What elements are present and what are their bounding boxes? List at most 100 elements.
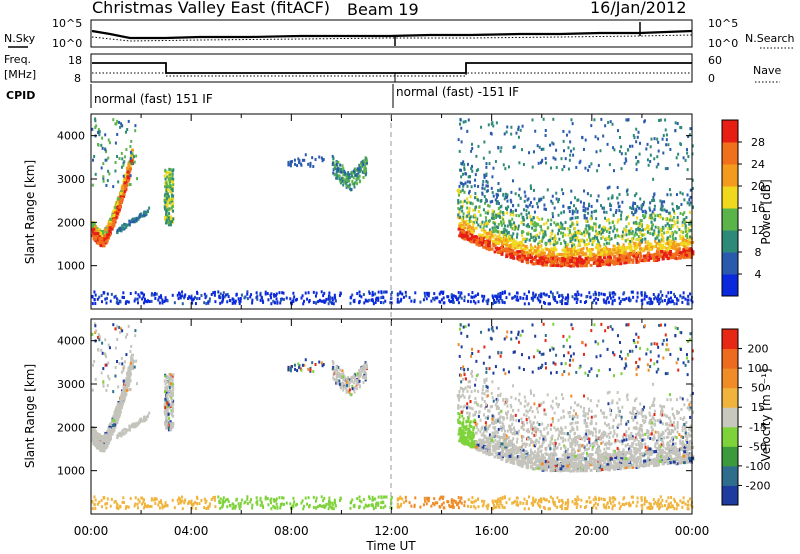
velocity-cell-325 [119,400,123,404]
power-cell-1652 [542,195,545,199]
velocity-cell-696 [169,428,172,432]
power-cell-2321 [635,256,639,260]
power-cell-3689 [682,295,685,299]
power-cell-3058 [603,206,606,210]
power-cell-3411 [665,133,668,137]
power-cell-1587 [626,238,629,242]
power-cell-3426 [462,120,465,124]
power-cell-421 [97,128,100,132]
velocity-cell-244 [118,407,122,411]
power-cell-1649 [474,226,478,230]
power-cell-560 [122,226,125,230]
power-cell-3445 [495,121,498,125]
power-cell-288 [103,232,107,236]
power-cell-372 [119,192,123,196]
power-cell-2002 [492,221,495,225]
power-cell-4045 [566,299,569,303]
power-cell-3117 [526,254,530,258]
power-cell-2999 [571,235,574,239]
power-cell-463 [123,155,126,159]
power-cell-3578 [463,295,466,299]
power-cell-506 [121,224,124,228]
power-cell-3630 [105,296,108,300]
power-cell-3682 [138,295,141,299]
power-cell-3591 [148,300,151,304]
power-cell-870 [338,177,341,181]
power-cell-2846 [576,257,580,261]
power-cell-1537 [509,198,512,202]
power-cell-1690 [510,222,513,226]
power-cell-471 [121,124,124,128]
power-cell-3094 [566,227,569,231]
power-cell-899 [335,162,338,166]
velocity-cell-676 [172,387,175,391]
power-cell-757 [355,168,358,172]
power-cell-2262 [480,199,483,203]
power-cell-3932 [166,299,169,303]
velocity-cell-498 [95,329,98,333]
power-cell-3408 [608,163,611,167]
power-cell-3398 [625,159,628,163]
power-cell-1546 [652,212,655,216]
velocity-cell-540 [123,427,126,431]
velocity-cell-726 [172,385,175,389]
power-cell-3844 [594,296,597,300]
power-cell-3883 [239,299,242,303]
power-cell-3100 [478,205,481,209]
power-cell-1936 [608,263,612,267]
power-cell-3760 [158,295,161,299]
power-cell-3966 [519,296,522,300]
power-cell-1525 [482,208,485,212]
power-cell-2849 [596,231,599,235]
power-cell-3923 [127,300,130,304]
power-cell-2232 [649,213,652,217]
velocity-cell-426 [114,374,117,378]
power-cell-2487 [476,238,480,242]
power-cell-4080 [352,299,355,303]
power-cell-3080 [492,239,496,243]
power-cell-2781 [557,228,560,232]
power-cell-2230 [585,231,588,235]
power-cell-1450 [462,200,465,204]
power-cell-1629 [596,239,599,243]
power-cell-3033 [546,253,550,257]
power-cell-391 [102,239,106,243]
power-cell-3873 [643,294,646,298]
power-cell-1424 [576,235,579,239]
velocity-cell-557 [144,418,147,422]
power-cell-341 [93,224,97,228]
power-cell-2651 [599,244,602,248]
power-cell-3551 [667,291,670,295]
power-cell-2875 [458,210,461,214]
power-cell-4063 [467,293,470,297]
power-cell-2901 [658,254,662,258]
power-cell-3843 [116,298,119,302]
power-cell-3157 [691,178,694,182]
power-cell-2823 [599,253,603,257]
velocity-cell-369 [111,429,115,433]
power-cell-4008 [157,298,160,302]
velocity-cell-280 [122,389,126,393]
power-cell-345 [92,222,96,226]
power-cell-497 [118,157,121,161]
power-cell-2001 [542,232,545,236]
power-cell-1199 [556,252,560,256]
power-cell-2630 [509,255,513,259]
power-cell-4016 [687,294,690,298]
power-cell-2909 [463,166,466,170]
power-cell-656 [164,215,167,219]
power-cell-2649 [545,243,548,247]
power-cell-436 [98,133,101,137]
power-cell-260 [101,229,105,233]
power-cell-244 [118,202,122,206]
power-cell-1372 [522,218,525,222]
power-cell-689 [170,180,173,184]
power-cell-865 [332,156,335,160]
power-cell-2670 [509,235,512,239]
power-cell-2359 [691,186,694,190]
power-cell-1224 [675,193,678,197]
power-cell-3134 [635,222,638,226]
power-cell-3855 [322,294,325,298]
power-cell-1790 [581,264,585,268]
power-cell-1920 [613,256,617,260]
